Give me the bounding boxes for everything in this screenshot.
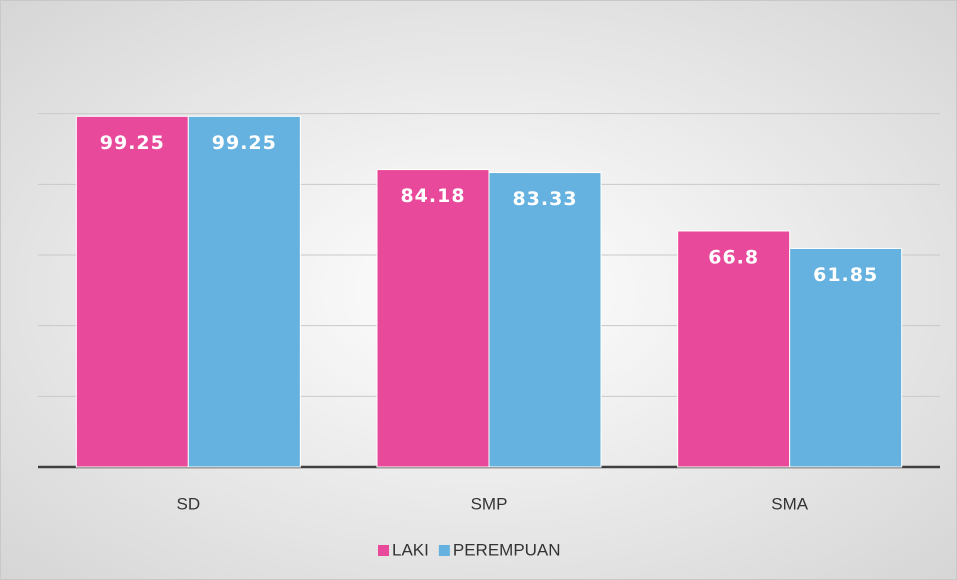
legend-swatch <box>438 545 450 556</box>
data-label: 99.25 <box>212 132 277 154</box>
bar <box>488 172 602 468</box>
legend-label: PEREMPUAN <box>453 540 561 559</box>
x-tick-label: SD <box>177 494 201 513</box>
data-label: 84.18 <box>400 185 465 207</box>
data-label: 66.8 <box>708 246 759 268</box>
data-label: 61.85 <box>813 264 878 286</box>
legend-swatch <box>378 545 389 556</box>
bar <box>75 115 189 468</box>
data-label: 83.33 <box>512 188 577 210</box>
x-tick-label: SMP <box>471 494 508 513</box>
legend-label: LAKI <box>392 540 429 559</box>
x-tick-label: SMA <box>771 494 809 513</box>
data-label: 99.25 <box>100 132 165 154</box>
bar <box>187 115 301 468</box>
bar <box>789 247 903 468</box>
bar <box>376 169 490 468</box>
